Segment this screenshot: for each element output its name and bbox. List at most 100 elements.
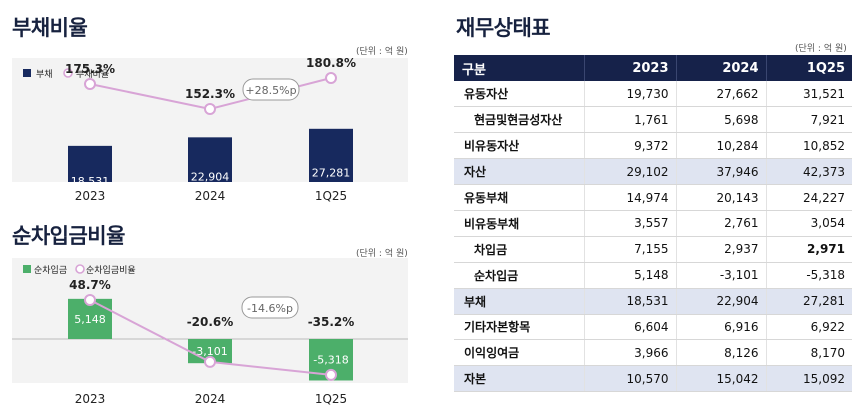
row-label: 비유동자산 xyxy=(454,132,584,160)
debt-bar-label-0: 18,531 xyxy=(71,175,110,188)
netbor-ratio-point-0 xyxy=(84,294,96,306)
table-row: 비유동자산 9,372 10,284 10,852 xyxy=(454,132,852,160)
cell-value: 1,761 xyxy=(583,106,676,134)
debt-ratio-label-0: 175.3% xyxy=(65,62,115,76)
cell-value: 3,966 xyxy=(583,339,676,367)
table-row: 자산 29,102 37,946 42,373 xyxy=(454,158,852,186)
row-label: 비유동부채 xyxy=(454,210,584,237)
table-row: 현금및현금성자산 1,761 5,698 7,921 xyxy=(454,106,852,134)
debt-unit: (단위 : 억 원) xyxy=(356,47,408,57)
netbor-ratio-label-1: -20.6% xyxy=(187,315,234,329)
netbor-ratio-point-1 xyxy=(204,355,216,368)
debt-ratio-chart: 부채 부채비율 18,531 22,904 27,281 175.3% 152.3% 1… xyxy=(23,56,356,188)
cell-value: 9,372 xyxy=(583,132,676,160)
legend-netbor-label: 순차입금 xyxy=(34,264,67,276)
debt-bar-0 xyxy=(68,145,112,182)
cell-value: 14,974 xyxy=(583,184,676,211)
cell-value: 3,054 xyxy=(765,210,852,237)
table-header-row: 구분 2023 2024 1Q25 xyxy=(454,55,852,81)
netbor-ratio-label-0: 48.7% xyxy=(69,278,111,292)
cell-value: 24,227 xyxy=(765,184,852,211)
netbor-ratio-label-2: -35.2% xyxy=(308,315,355,329)
netbor-bar-label-1: -3,101 xyxy=(192,345,227,358)
legend-debt-ratio-label: 부채비율 xyxy=(76,69,109,80)
netbor-x-label-1: 2024 xyxy=(194,392,226,406)
debt-ratio-point-2 xyxy=(325,72,337,85)
cell-value: 10,852 xyxy=(765,132,852,160)
header-2024: 2024 xyxy=(675,55,766,81)
net-borrowing-chart: 순차입금 순차입금비율 5,148 -3,101 -5,318 48.7% -20.6… xyxy=(12,264,408,381)
header-1q25: 1Q25 xyxy=(765,55,852,81)
legend-debt-label: 부채 xyxy=(36,69,53,80)
row-label: 차입금 xyxy=(454,236,584,263)
netbor-change-text: -14.6%p xyxy=(247,302,293,315)
debt-bar-label-2: 27,281 xyxy=(312,166,351,179)
cell-value: 2,971 xyxy=(765,236,852,263)
cell-value: 27,662 xyxy=(675,81,766,108)
row-label: 이익잉여금 xyxy=(454,339,584,367)
netbor-change-badge: -14.6%p xyxy=(241,296,299,319)
table-row: 유동자산 19,730 27,662 31,521 xyxy=(454,81,852,108)
legend-netbor-ratio-label: 순차입금비율 xyxy=(86,264,136,276)
debt-change-text: +28.5%p xyxy=(245,84,296,97)
table-row: 유동부채 14,974 20,143 24,227 xyxy=(454,184,852,211)
table-row: 기타자본항목 6,604 6,916 6,922 xyxy=(454,314,852,341)
cell-value: 2,761 xyxy=(675,210,766,237)
debt-bar-2 xyxy=(309,128,353,182)
row-label: 순차입금 xyxy=(454,262,584,289)
cell-value: 29,102 xyxy=(583,158,676,186)
cell-value: -3,101 xyxy=(675,262,766,289)
debt-x-label-0: 2023 xyxy=(74,189,106,203)
debt-ratio-title: 부채비율 xyxy=(12,16,88,40)
cell-value: 20,143 xyxy=(675,184,766,211)
debt-bar-1 xyxy=(188,137,232,182)
balance-sheet-title: 재무상태표 xyxy=(456,16,551,40)
netbor-legend: 순차입금 순차입금비율 xyxy=(23,264,136,276)
netbor-x-label-0: 2023 xyxy=(74,392,106,406)
debt-bar-label-1: 22,904 xyxy=(191,171,230,184)
netbor-x-label-2: 1Q25 xyxy=(314,392,348,406)
table-row: 비유동부채 3,557 2,761 3,054 xyxy=(454,210,852,237)
cell-value: 7,921 xyxy=(765,106,852,134)
table-row: 순차입금 5,148 -3,101 -5,318 xyxy=(454,262,852,289)
cell-value: 8,170 xyxy=(765,339,852,367)
legend-netbor-ratio-marker xyxy=(75,264,85,274)
row-label: 기타자본항목 xyxy=(454,314,584,341)
debt-ratio-point-1 xyxy=(204,103,216,115)
legend-netbor-swatch xyxy=(23,265,31,273)
row-label: 자산 xyxy=(454,158,584,186)
cell-value: 3,557 xyxy=(583,210,676,237)
cell-value: 6,922 xyxy=(765,314,852,341)
row-label: 부채 xyxy=(454,288,584,315)
bs-unit: (단위 : 억 원) xyxy=(795,44,847,54)
table-row: 자본 10,570 15,042 15,092 xyxy=(454,365,852,393)
legend-debt-ratio-marker xyxy=(63,68,73,78)
header-2023: 2023 xyxy=(583,55,676,81)
cell-value: -5,318 xyxy=(765,262,852,289)
debt-change-badge: +28.5%p xyxy=(242,78,300,101)
cell-value: 31,521 xyxy=(765,81,852,108)
cell-value: 5,698 xyxy=(675,106,766,134)
netbor-unit: (단위 : 억 원) xyxy=(356,249,408,259)
netbor-ratio-point-2 xyxy=(325,368,337,381)
cell-value: 6,604 xyxy=(583,314,676,341)
legend-debt-swatch xyxy=(23,69,31,77)
row-label: 현금및현금성자산 xyxy=(454,106,584,134)
table-row: 이익잉여금 3,966 8,126 8,170 xyxy=(454,339,852,367)
cell-value: 8,126 xyxy=(675,339,766,367)
row-label: 자본 xyxy=(454,365,584,393)
debt-legend: 부채 부채비율 xyxy=(23,68,109,80)
cell-value: 6,916 xyxy=(675,314,766,341)
cell-value: 15,092 xyxy=(765,365,852,393)
netbor-bar-label-0: 5,148 xyxy=(74,313,106,326)
balance-sheet-table: 구분 2023 2024 1Q25 유동자산 19,730 27,662 31,521… xyxy=(454,55,852,393)
debt-ratio-point-0 xyxy=(84,77,96,90)
cell-value: 37,946 xyxy=(675,158,766,186)
cell-value: 10,284 xyxy=(675,132,766,160)
cell-value: 2,937 xyxy=(675,236,766,263)
net-borrowing-ratio-title: 순차입금비율 xyxy=(12,224,125,248)
cell-value: 42,373 xyxy=(765,158,852,186)
netbor-bar-label-2: -5,318 xyxy=(313,354,348,367)
cell-value: 27,281 xyxy=(765,288,852,315)
debt-x-label-2: 1Q25 xyxy=(314,189,348,203)
